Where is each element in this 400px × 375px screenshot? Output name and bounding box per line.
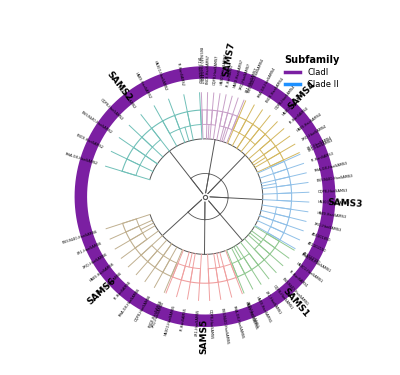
Text: XRQ-HanSAMS1: XRQ-HanSAMS1: [245, 300, 260, 328]
Text: HA300-HanSAMS4: HA300-HanSAMS4: [282, 91, 307, 117]
Text: HA89-HanSAMS4: HA89-HanSAMS4: [296, 112, 322, 133]
Text: XRQ-HanSAMS7: XRQ-HanSAMS7: [239, 62, 252, 90]
Text: Pl659440-HanSAMS2: Pl659440-HanSAMS2: [80, 110, 113, 135]
Text: Pl659440-HanSAMS1: Pl659440-HanSAMS1: [280, 278, 309, 307]
Text: HA300-HanSAMS3: HA300-HanSAMS3: [317, 201, 350, 206]
Text: HA89-HanSAMS2: HA89-HanSAMS2: [134, 71, 152, 99]
Text: LR1-HanSAMS7: LR1-HanSAMS7: [245, 66, 259, 93]
Text: SAMS2: SAMS2: [104, 70, 133, 103]
Text: OQP8-HanSAMS2: OQP8-HanSAMS2: [100, 97, 124, 121]
Text: HA89-HanSAMS3: HA89-HanSAMS3: [316, 211, 346, 219]
Text: IR-HanSAMS5: IR-HanSAMS5: [180, 307, 188, 332]
Text: HA89-HanSAMS1: HA89-HanSAMS1: [255, 296, 272, 324]
Text: OQP8-HanSAMS4: OQP8-HanSAMS4: [274, 84, 296, 110]
Text: Pl659440-HanSAMS7: Pl659440-HanSAMS7: [198, 47, 203, 84]
Text: LR1-HanSAMS3: LR1-HanSAMS3: [307, 138, 334, 153]
Text: SAMS6: SAMS6: [86, 276, 118, 306]
Text: AT3G17390: AT3G17390: [302, 251, 321, 265]
Text: PNC8-HanSAMS2: PNC8-HanSAMS2: [76, 133, 104, 150]
Text: XRQ-HanSAMS6: XRQ-HanSAMS6: [82, 252, 109, 269]
Text: XRQ-HanSAMS3: XRQ-HanSAMS3: [314, 222, 342, 232]
Text: IR-HanSAMS2: IR-HanSAMS2: [175, 63, 184, 87]
Text: HA89-HanSAMS6: HA89-HanSAMS6: [89, 262, 116, 283]
Text: SAMS3: SAMS3: [327, 198, 363, 209]
Text: PNC8-HanSAMS7: PNC8-HanSAMS7: [206, 54, 210, 84]
Text: AT4G01850: AT4G01850: [311, 232, 331, 242]
Text: OQP8-HanSAMS5: OQP8-HanSAMS5: [208, 309, 214, 339]
Text: PNC8-HanSAMS4: PNC8-HanSAMS4: [266, 76, 285, 104]
Text: SAMS4: SAMS4: [287, 80, 318, 112]
Text: RHA-G8-HanSAMS2: RHA-G8-HanSAMS2: [64, 152, 98, 166]
Text: LR1-HanSAMS5: LR1-HanSAMS5: [194, 309, 200, 336]
Text: OQP8-HanSAMS6: OQP8-HanSAMS6: [134, 294, 152, 322]
Text: IR-HanSAMS4: IR-HanSAMS4: [289, 106, 310, 124]
Text: XRQ-HanSAMS2: XRQ-HanSAMS2: [117, 84, 137, 109]
Text: HA89-HanSAMS5: HA89-HanSAMS5: [244, 301, 258, 330]
Text: HA300-HanSAMS6: HA300-HanSAMS6: [97, 271, 123, 296]
Text: IR-HanSAMS3: IR-HanSAMS3: [311, 151, 335, 163]
Text: XRQ-HanSAMS4: XRQ-HanSAMS4: [301, 124, 328, 142]
Text: Pl659440-HanSAMS3: Pl659440-HanSAMS3: [316, 174, 354, 183]
Text: IR-HanSAMS6: IR-HanSAMS6: [113, 280, 132, 300]
Text: OQP8-HanSAMS3: OQP8-HanSAMS3: [318, 189, 348, 194]
Text: XRQ-HanSAMS5: XRQ-HanSAMS5: [150, 300, 165, 328]
Text: SAMS1: SAMS1: [281, 287, 311, 320]
Text: Pl659440-HanSAMS6: Pl659440-HanSAMS6: [62, 230, 98, 245]
Text: HA300-HanSAMS1: HA300-HanSAMS1: [294, 262, 323, 284]
Text: HA300-HanSAMS5: HA300-HanSAMS5: [164, 304, 176, 336]
Text: RHA-G8-HanSAMS5: RHA-G8-HanSAMS5: [232, 305, 244, 339]
Text: LR1-HanSAMS2: LR1-HanSAMS2: [196, 57, 201, 84]
Text: Pl659440-HanSAMS5: Pl659440-HanSAMS5: [220, 308, 230, 345]
Text: LR1-HanSAMS1: LR1-HanSAMS1: [264, 290, 282, 315]
Text: IR-HanSAMS7: IR-HanSAMS7: [226, 63, 235, 87]
Text: HA300-HanSAMS7: HA300-HanSAMS7: [219, 53, 228, 86]
Text: RHA-G8-HanSAMS1: RHA-G8-HanSAMS1: [300, 253, 332, 274]
Text: IR-HanSAMS1: IR-HanSAMS1: [288, 270, 308, 289]
Text: RHA-G8-HanSAMS3: RHA-G8-HanSAMS3: [314, 161, 348, 173]
Text: OQP8-HanSAMS7: OQP8-HanSAMS7: [212, 54, 219, 84]
Text: HA300-HanSAMS2: HA300-HanSAMS2: [152, 60, 168, 92]
Text: LR1-HanSAMS4: LR1-HanSAMS4: [306, 136, 333, 151]
Text: LR1-HanSAMS6: LR1-HanSAMS6: [76, 241, 103, 256]
Text: OQP8-HanSAMS1: OQP8-HanSAMS1: [272, 284, 294, 311]
Legend: CladI, Clade II: CladI, Clade II: [282, 52, 342, 92]
Text: RHA-G8-HanSAMS6: RHA-G8-HanSAMS6: [119, 287, 142, 318]
Text: Pl659440-HanSAMS4: Pl659440-HanSAMS4: [247, 58, 265, 94]
Text: PNC8-HanSAMS6: PNC8-HanSAMS6: [148, 300, 163, 328]
Text: SAMS7: SAMS7: [222, 40, 237, 77]
Text: AT1G02150: AT1G02150: [306, 242, 327, 254]
Text: SAMS5: SAMS5: [199, 319, 208, 354]
Text: HA89-HanSAMS7: HA89-HanSAMS7: [232, 58, 244, 88]
Text: RHA-G8-HanSAMS4: RHA-G8-HanSAMS4: [256, 66, 276, 98]
